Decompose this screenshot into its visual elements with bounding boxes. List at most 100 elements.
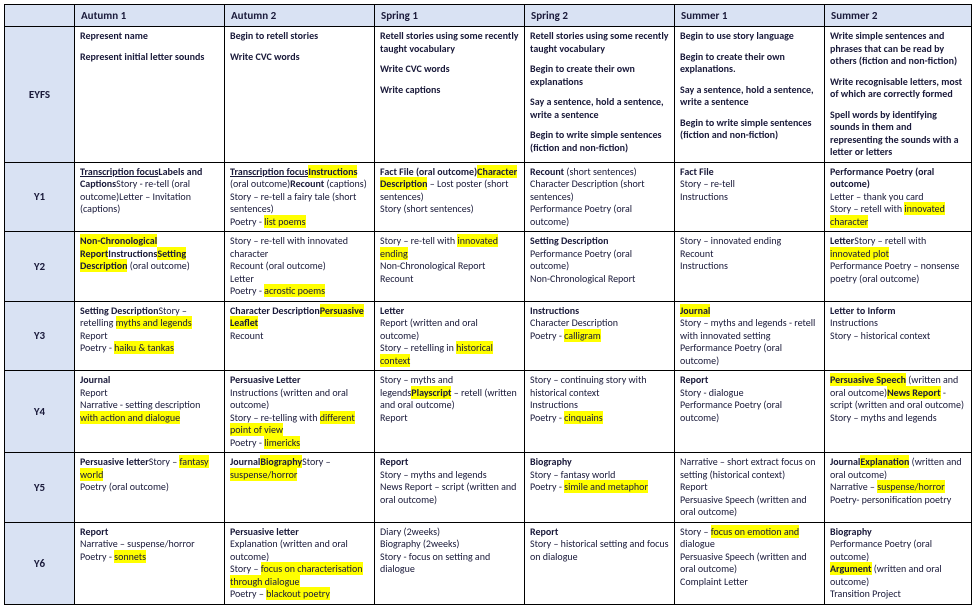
text-run: Transcription focus xyxy=(230,165,308,178)
text-run: Story – retelling in xyxy=(380,341,456,354)
cell: LetterReport (written and oral outcome)S… xyxy=(375,301,525,371)
text-run: list poems xyxy=(264,215,305,228)
text-run: Setting Description xyxy=(80,304,158,317)
cell: JournalExplanation (written and oral out… xyxy=(825,453,972,523)
text-run: News Report xyxy=(887,386,941,399)
text-run: Persuasive letter xyxy=(230,525,299,538)
text-run: Write CVC words xyxy=(230,50,300,63)
text-run: Begin to retell stories xyxy=(230,29,318,42)
cell: Story – innovated endingRecountInstructi… xyxy=(675,232,825,302)
header-row: Autumn 1 Autumn 2 Spring 1 Spring 2 Summ… xyxy=(5,5,972,27)
cell: JournalBiographyStory – suspense/horror xyxy=(225,453,375,523)
text-run: Explanation xyxy=(860,455,909,468)
text-run: Story – xyxy=(302,455,330,468)
cell: Persuasive Speech (written and oral outc… xyxy=(825,371,972,453)
year-row: EYFS Represent name Represent initial lett… xyxy=(5,27,972,163)
text-run: cinquains xyxy=(564,411,603,424)
text-run: (oral outcome) xyxy=(230,177,290,190)
text-run: Playscript xyxy=(411,386,451,399)
cell: ReportStory - dialoguePerformance Poetry… xyxy=(675,371,825,453)
cell: Transcription focusLabels and CaptionsSt… xyxy=(75,162,225,232)
text-run: Biography xyxy=(530,455,572,468)
cell: Write simple sentences and phrases that … xyxy=(825,27,972,163)
curriculum-table: Autumn 1 Autumn 2 Spring 1 Spring 2 Summ… xyxy=(4,4,972,605)
cell: LetterStory – retell with innovated plot… xyxy=(825,232,972,302)
year-label: Y3 xyxy=(5,301,75,371)
text-run: Write simple sentences and phrases that … xyxy=(830,29,957,67)
text-run: Story xyxy=(116,177,139,190)
corner-cell xyxy=(5,5,75,27)
cell: Fact File (oral outcome)Character Descri… xyxy=(375,162,525,232)
text-run: Transcription focus xyxy=(80,165,158,178)
cell: BiographyStory – fantasy worldPoetry - s… xyxy=(525,453,675,523)
text-run: Poetry - xyxy=(80,341,114,354)
year-label: EYFS xyxy=(5,27,75,163)
cell: Narrative – short extract focus on setti… xyxy=(675,453,825,523)
cell: JournalStory – myths and legends - retel… xyxy=(675,301,825,371)
text-run: Poetry - xyxy=(80,550,114,563)
text-run: Journal xyxy=(830,455,860,468)
text-run: Instructions xyxy=(308,165,357,178)
col-header: Autumn 1 xyxy=(75,5,225,27)
cell: Begin to retell stories Write CVC words xyxy=(225,27,375,163)
text-run: Letter xyxy=(830,234,854,247)
text-run: Story – xyxy=(680,525,711,538)
cell: Persuasive LetterInstructions (written a… xyxy=(225,371,375,453)
cell: Persuasive letterStory – fantasy worldPo… xyxy=(75,453,225,523)
text-run: Story – re-telling with xyxy=(230,411,320,424)
text-run: Poetry - xyxy=(530,480,564,493)
year-row: Y6ReportNarrative – suspense/horrorPoetr… xyxy=(5,522,972,604)
text-run: Begin to use story language xyxy=(680,29,794,42)
text-run: Spell words by identifying sounds in the… xyxy=(830,108,959,159)
cell: Persuasive letterExplanation (written an… xyxy=(225,522,375,604)
text-run: Story – retell with xyxy=(830,202,904,215)
col-header: Spring 2 xyxy=(525,5,675,27)
cell: Transcription focusInstructions (oral ou… xyxy=(225,162,375,232)
text-run: Represent name xyxy=(80,29,148,42)
year-row: Y4JournalReportNarrative - setting descr… xyxy=(5,371,972,453)
text-run: Begin to create their own explanations xyxy=(530,62,635,88)
text-run: Poetry - xyxy=(230,436,264,449)
cell: Story – continuing story with historical… xyxy=(525,371,675,453)
cell: Character DescriptionPersuasive LeafletR… xyxy=(225,301,375,371)
text-run: acrostic poems xyxy=(264,284,325,297)
cell: Fact FileStory – re-tellInstructions xyxy=(675,162,825,232)
text-run: Journal xyxy=(230,455,260,468)
text-run: Retell stories using some recently taugh… xyxy=(530,29,669,55)
text-run: Persuasive Letter xyxy=(230,373,301,386)
text-run: simile and metaphor xyxy=(564,480,648,493)
year-row: Y1Transcription focusLabels and Captions… xyxy=(5,162,972,232)
text-run: Poetry – xyxy=(230,587,266,600)
cell: Setting DescriptionStory – retelling myt… xyxy=(75,301,225,371)
cell: Diary (2weeks)Biography (2weeks)Story - … xyxy=(375,522,525,604)
col-header: Autumn 2 xyxy=(225,5,375,27)
text-run: (oral outcome) xyxy=(127,259,189,272)
text-run: Represent initial letter sounds xyxy=(80,50,204,63)
text-run: Persuasive letter xyxy=(80,455,149,468)
text-run: Poetry - xyxy=(230,215,264,228)
text-run: Write CVC words xyxy=(380,62,450,75)
text-run: calligram xyxy=(564,329,601,342)
text-run: dialogue xyxy=(680,537,715,550)
cell: Non-Chronological ReportInstructionsSett… xyxy=(75,232,225,302)
text-run: Poetry - xyxy=(530,411,564,424)
year-row: Y5Persuasive letterStory – fantasy world… xyxy=(5,453,972,523)
text-run: suspense/horror xyxy=(877,480,944,493)
text-run: Narrative – short extract focus on setti… xyxy=(680,455,815,481)
text-run: Say a sentence, hold a sentence, write a… xyxy=(680,83,814,109)
year-row: Y2Non-Chronological ReportInstructionsSe… xyxy=(5,232,972,302)
text-run: Story – re-tell with xyxy=(380,234,457,247)
text-run: Story – xyxy=(149,455,180,468)
text-run: suspense/horror xyxy=(230,468,297,481)
cell: Story – myths and legendsPlayscript – re… xyxy=(375,371,525,453)
text-run: Journal xyxy=(680,304,710,317)
text-run: sonnets xyxy=(114,550,146,563)
cell: Recount (short sentences)Character Descr… xyxy=(525,162,675,232)
text-run: Story – xyxy=(230,562,261,575)
text-run: Write captions xyxy=(380,83,440,96)
year-label: Y5 xyxy=(5,453,75,523)
cell: ReportStory – historical setting and foc… xyxy=(525,522,675,604)
cell: Letter to InformInstructionsStory – hist… xyxy=(825,301,972,371)
year-label: Y2 xyxy=(5,232,75,302)
cell: Story – re-tell with innovated character… xyxy=(225,232,375,302)
